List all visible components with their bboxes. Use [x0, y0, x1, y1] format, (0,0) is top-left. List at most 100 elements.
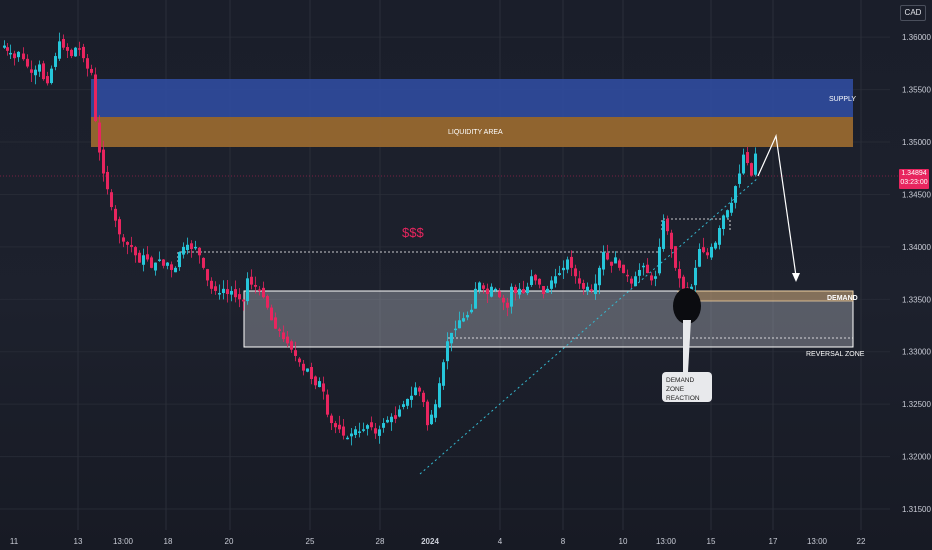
candle-body: [450, 332, 453, 344]
candle-body: [678, 269, 681, 279]
candle-body: [46, 76, 49, 84]
candle-body: [118, 219, 121, 235]
candle-body: [670, 232, 673, 249]
candle-body: [646, 264, 649, 274]
candle-body: [314, 376, 317, 386]
candle-body: [298, 358, 301, 363]
price-axis[interactable]: 1.36000 1.35500 1.35000 1.34500 1.34000 1.335…: [902, 33, 931, 514]
candle-body: [110, 192, 113, 208]
candle-body: [242, 299, 245, 302]
candle-body: [362, 429, 365, 431]
candle-body: [382, 423, 385, 428]
candle-body: [350, 433, 353, 437]
candle-body: [206, 269, 209, 281]
supply-zone[interactable]: [91, 79, 853, 117]
candle-body: [262, 287, 265, 298]
candle-body: [754, 153, 757, 175]
time-tick-label: 13:00: [113, 537, 134, 546]
candle-body: [54, 56, 57, 67]
candle-body: [286, 336, 289, 344]
candle-body: [418, 387, 421, 392]
candle-body: [718, 228, 721, 245]
time-axis[interactable]: 11 13 13:00 18 20 25 28 2024 4 8 10 13:00 15 17 13:00 2…: [10, 537, 866, 546]
candle-body: [654, 276, 657, 279]
candle-body: [562, 267, 565, 271]
candle-body: [338, 424, 341, 430]
candle-body: [498, 291, 501, 298]
candle-body: [406, 398, 409, 406]
projection-arrow[interactable]: [757, 133, 797, 277]
candle-body: [502, 297, 505, 303]
supply-label: SUPPLY: [829, 96, 856, 103]
candle-body: [342, 426, 345, 436]
currency-badge[interactable]: CAD: [900, 5, 926, 21]
candle-body: [398, 409, 401, 417]
candle-body: [330, 415, 333, 424]
demand-zone-reaction-callout: DEMAND ZONE REACTION: [662, 372, 712, 402]
time-tick-label: 13:00: [656, 537, 677, 546]
candle-body: [134, 247, 137, 256]
candle-body: [538, 278, 541, 285]
candle-body: [442, 362, 445, 386]
candle-body: [202, 257, 205, 268]
candle-body: [114, 208, 117, 221]
candle-body: [594, 283, 597, 295]
current-price-tag: 1.34894 03:23:00: [899, 169, 929, 189]
candle-body: [142, 255, 145, 265]
candle-body: [614, 257, 617, 264]
demand-reaction-circle[interactable]: [673, 288, 701, 324]
candle-body: [222, 288, 225, 294]
candle-body: [438, 383, 441, 408]
candle-body: [658, 246, 661, 274]
dollar-signs-label: $$$: [402, 225, 424, 240]
candle-body: [610, 261, 613, 266]
price-tick-label: 1.31500: [902, 505, 931, 514]
candle-body: [138, 252, 141, 263]
time-tick-label: 28: [376, 537, 385, 546]
candle-body: [426, 401, 429, 426]
candle-body: [274, 317, 277, 329]
candle-body: [630, 278, 633, 284]
candle-body: [358, 431, 361, 433]
candle-body: [98, 122, 101, 153]
candle-body: [22, 53, 25, 60]
time-tick-label: 10: [619, 537, 628, 546]
liquidity-area-zone[interactable]: [91, 117, 853, 147]
candle-body: [310, 367, 313, 380]
candle-body: [354, 429, 357, 435]
candle-body: [370, 422, 373, 428]
candle-body: [66, 47, 69, 51]
candle-body: [190, 243, 193, 249]
candle-body: [410, 395, 413, 400]
candle-body: [230, 290, 233, 295]
price-tick-label: 1.32500: [902, 400, 931, 409]
candle-body: [694, 267, 697, 286]
candle-body: [546, 288, 549, 293]
arrowhead-icon: [792, 273, 800, 282]
candle-body: [378, 429, 381, 436]
candle-body: [214, 286, 217, 291]
candle-body: [106, 171, 109, 190]
time-tick-label: 22: [857, 537, 866, 546]
candle-body: [466, 315, 469, 318]
candle-body: [566, 259, 569, 270]
candle-body: [186, 244, 189, 250]
candle-body: [430, 414, 433, 425]
candle-body: [326, 394, 329, 415]
candle-body: [526, 286, 529, 294]
candle-body: [238, 294, 241, 300]
candle-body: [582, 283, 585, 289]
candle-body: [42, 63, 45, 80]
candle-body: [34, 69, 37, 76]
price-tick-label: 1.32000: [902, 453, 931, 462]
candle-body: [158, 259, 161, 261]
candle-body: [270, 307, 273, 321]
current-price-value: 1.34894: [901, 170, 927, 177]
time-tick-label: 4: [498, 537, 503, 546]
candle-body: [254, 284, 257, 287]
candle-body: [606, 252, 609, 260]
time-tick-label: 11: [10, 537, 19, 546]
price-tick-label: 1.35500: [902, 86, 931, 95]
candle-body: [634, 276, 637, 287]
